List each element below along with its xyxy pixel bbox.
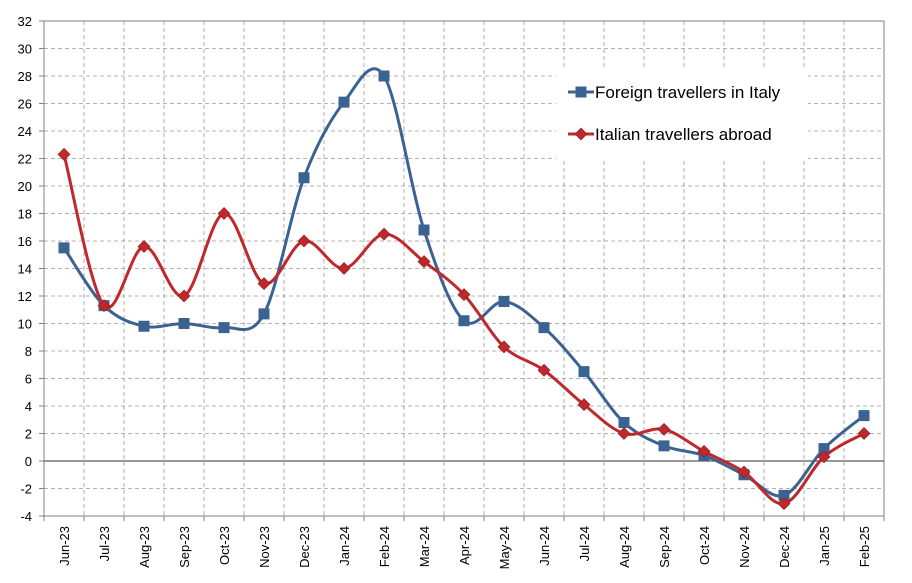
x-tick-label: Sep-23 bbox=[177, 526, 192, 568]
x-tick-label: Apr-24 bbox=[457, 526, 472, 565]
y-tick-label: 8 bbox=[25, 344, 32, 359]
data-point bbox=[658, 440, 670, 452]
x-tick-label: Aug-23 bbox=[137, 526, 152, 568]
data-point bbox=[418, 224, 430, 236]
y-tick-label: 6 bbox=[25, 372, 32, 387]
data-point bbox=[137, 240, 151, 253]
data-point bbox=[258, 308, 270, 320]
data-point bbox=[697, 444, 711, 458]
y-tick-label: 20 bbox=[18, 179, 32, 194]
x-tick-label: Jun-23 bbox=[57, 526, 72, 566]
x-tick-label: Nov-23 bbox=[257, 526, 272, 568]
data-point bbox=[58, 242, 70, 254]
data-point bbox=[217, 207, 231, 220]
data-point bbox=[177, 289, 191, 303]
data-point bbox=[178, 318, 190, 329]
data-point bbox=[537, 363, 551, 377]
y-tick-label: 10 bbox=[18, 317, 32, 332]
data-point bbox=[857, 427, 871, 440]
y-tick-label: 4 bbox=[25, 399, 32, 414]
x-tick-label: Oct-24 bbox=[697, 526, 712, 565]
data-point bbox=[457, 288, 471, 302]
y-tick-label: 32 bbox=[18, 14, 32, 29]
x-tick-label: Jul-24 bbox=[577, 526, 592, 561]
data-point bbox=[378, 70, 390, 82]
data-point bbox=[578, 366, 590, 378]
y-tick-label: 0 bbox=[25, 454, 32, 469]
series-line bbox=[62, 67, 865, 498]
data-point bbox=[138, 320, 150, 332]
data-point bbox=[97, 299, 111, 313]
x-tick-label: Jul-23 bbox=[97, 526, 112, 561]
data-point bbox=[618, 417, 630, 428]
legend-label: Foreign travellers in Italy bbox=[595, 83, 781, 102]
x-tick-label: Feb-25 bbox=[857, 526, 872, 567]
data-point bbox=[657, 422, 671, 436]
data-point bbox=[538, 322, 550, 334]
data-point bbox=[417, 255, 431, 269]
x-tick-label: Aug-24 bbox=[617, 526, 632, 568]
data-point bbox=[577, 398, 591, 412]
x-tick-label: Nov-24 bbox=[737, 526, 752, 568]
x-tick-label: Sep-24 bbox=[657, 526, 672, 568]
y-tick-label: 18 bbox=[18, 207, 32, 222]
x-axis: Jun-23 Jul-23 Aug-23 Sep-23 Oct-23 Nov-23 Dec-… bbox=[43, 516, 885, 569]
y-tick-label: 16 bbox=[18, 234, 32, 249]
y-tick-label: 26 bbox=[18, 97, 32, 112]
y-tick-label: 30 bbox=[18, 42, 32, 57]
x-tick-label: May-24 bbox=[497, 526, 512, 569]
data-point bbox=[337, 262, 351, 275]
x-tick-label: Mar-24 bbox=[417, 526, 432, 567]
legend: Foreign travellers in Italy Italian trave… bbox=[556, 68, 808, 160]
y-tick-label: 12 bbox=[18, 289, 32, 304]
legend-marker bbox=[574, 127, 588, 141]
data-point bbox=[737, 465, 751, 479]
data-point bbox=[458, 315, 470, 327]
x-tick-label: Jun-24 bbox=[537, 526, 552, 566]
y-tick-label: -2 bbox=[20, 482, 32, 497]
y-tick-label: 22 bbox=[18, 152, 32, 167]
x-tick-label: Dec-24 bbox=[777, 526, 792, 568]
data-point bbox=[617, 427, 631, 440]
data-point bbox=[777, 497, 791, 511]
data-point bbox=[497, 340, 511, 354]
data-point bbox=[858, 410, 870, 422]
data-point bbox=[257, 277, 271, 291]
x-tick-label: Oct-23 bbox=[217, 526, 232, 565]
y-tick-label: 24 bbox=[18, 124, 32, 139]
x-tick-label: Dec-23 bbox=[297, 526, 312, 568]
series-line bbox=[62, 153, 865, 506]
series-group bbox=[57, 67, 871, 511]
legend-marker bbox=[575, 86, 587, 98]
data-point bbox=[817, 450, 831, 464]
data-point bbox=[377, 227, 391, 241]
legend-box bbox=[556, 68, 808, 160]
y-tick-label: -4 bbox=[20, 509, 32, 524]
data-point bbox=[218, 322, 230, 334]
data-point bbox=[498, 296, 510, 307]
data-point bbox=[338, 96, 350, 108]
y-tick-label: 28 bbox=[18, 69, 32, 84]
x-tick-label: Jan-25 bbox=[817, 526, 832, 566]
series-1 bbox=[57, 147, 871, 511]
y-tick-label: 14 bbox=[18, 262, 32, 277]
x-tick-label: Jan-24 bbox=[337, 526, 352, 566]
legend-label: Italian travellers abroad bbox=[595, 125, 772, 144]
data-point bbox=[57, 147, 71, 161]
data-point bbox=[297, 234, 311, 248]
x-tick-label: Feb-24 bbox=[377, 526, 392, 567]
y-tick-label: 2 bbox=[25, 427, 32, 442]
data-point bbox=[298, 172, 310, 184]
